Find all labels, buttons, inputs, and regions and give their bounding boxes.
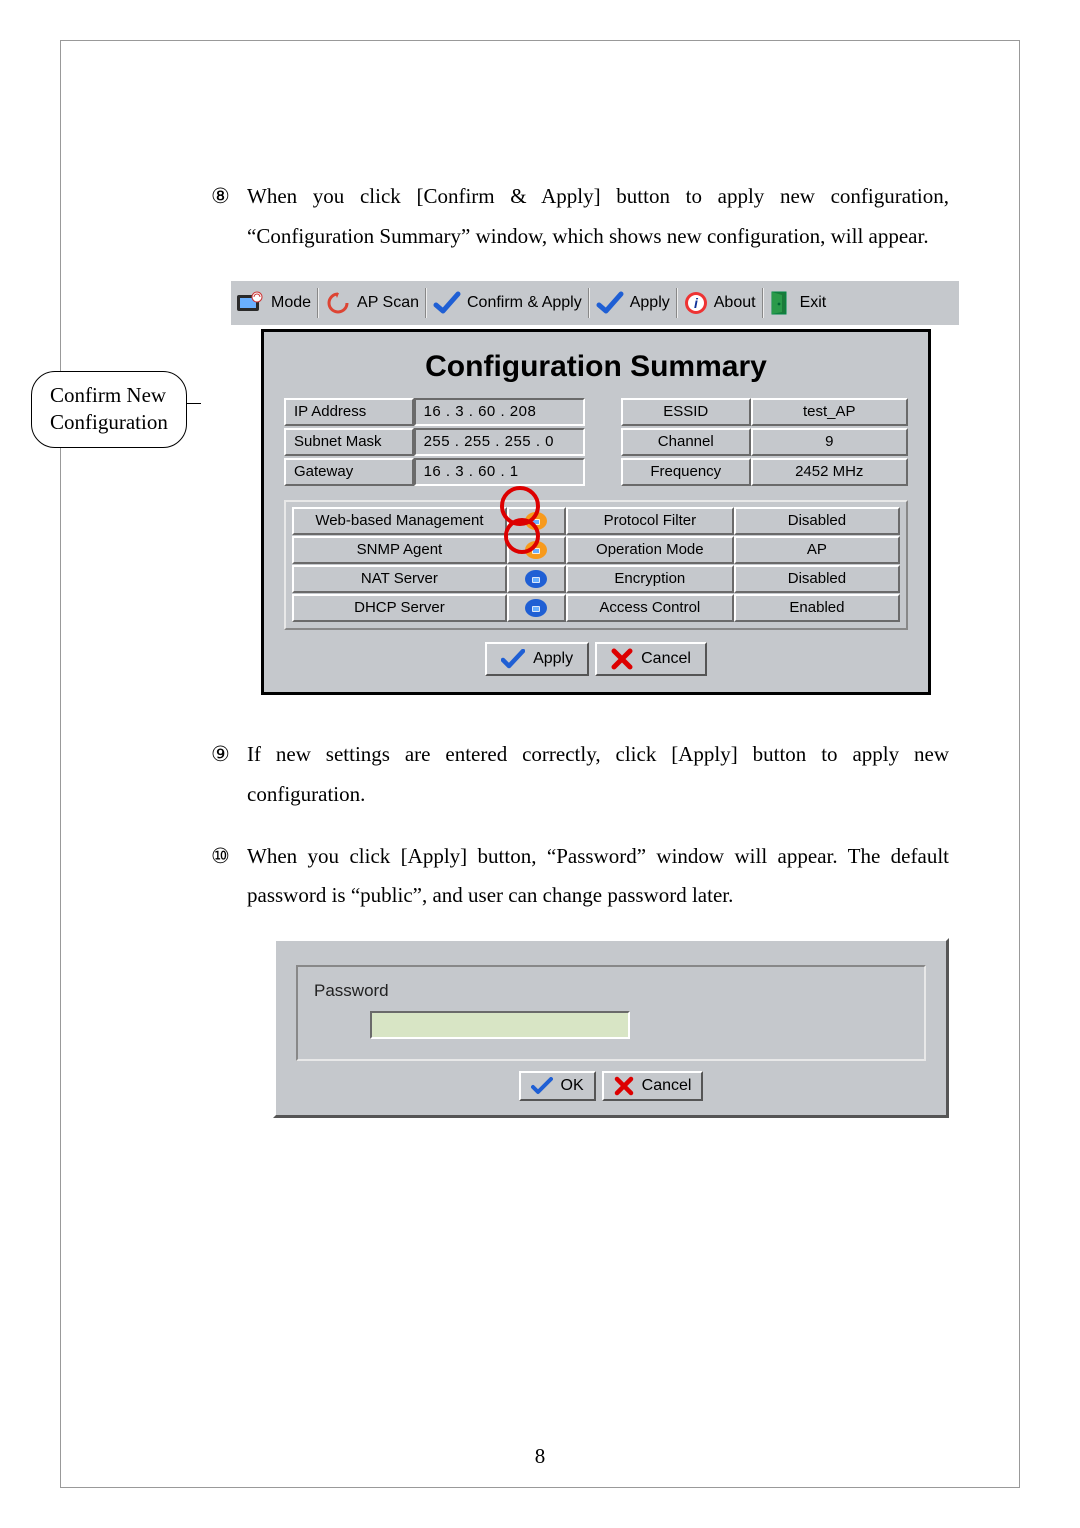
x-icon bbox=[614, 1076, 634, 1096]
configuration-summary-panel: Configuration Summary IP Address16 . 3 .… bbox=[261, 329, 931, 695]
field-value: 16 . 3 . 60 . 208 bbox=[414, 398, 585, 426]
step-9: ⑨ If new settings are entered correctly,… bbox=[211, 735, 949, 815]
password-label: Password bbox=[314, 981, 908, 1001]
field-label: Channel bbox=[621, 428, 751, 456]
app-toolbar: Mode AP Scan Confirm & Apply Apply i Abo… bbox=[231, 281, 959, 325]
field-value: 255 . 255 . 255 . 0 bbox=[414, 428, 585, 456]
step-10: ⑩ When you click [Apply] button, “Passwo… bbox=[211, 837, 949, 917]
step-8: ⑧ When you click [Confirm & Apply] butto… bbox=[211, 177, 949, 257]
callout-line2: Configuration bbox=[50, 409, 168, 436]
password-cancel-button[interactable]: Cancel bbox=[602, 1071, 704, 1101]
step-9-text: If new settings are entered correctly, c… bbox=[247, 735, 949, 815]
toolbar-mode-label[interactable]: Mode bbox=[271, 294, 311, 312]
step-9-marker: ⑨ bbox=[211, 735, 247, 815]
password-ok-label: OK bbox=[561, 1077, 584, 1095]
field-value: Disabled bbox=[734, 565, 900, 593]
toolbar-apscan-label[interactable]: AP Scan bbox=[357, 294, 419, 312]
check-icon bbox=[433, 291, 461, 315]
summary-row: IP Address16 . 3 . 60 . 208 ESSIDtest_AP bbox=[284, 398, 908, 426]
summary-apply-label: Apply bbox=[533, 650, 573, 668]
field-value: 16 . 3 . 60 . 1 bbox=[414, 458, 585, 486]
field-label: Encryption bbox=[566, 565, 734, 593]
callout-confirm-new-config: Confirm New Configuration bbox=[31, 371, 187, 448]
check-icon bbox=[501, 649, 525, 669]
summary-title: Configuration Summary bbox=[284, 350, 908, 384]
highlight-circle bbox=[504, 518, 540, 554]
toolbar-about-label[interactable]: About bbox=[714, 294, 756, 312]
field-label: SNMP Agent bbox=[292, 536, 507, 564]
check-icon bbox=[531, 1077, 553, 1095]
field-label: NAT Server bbox=[292, 565, 507, 593]
summary-group-2: Web-based ManagementProtocol FilterDisab… bbox=[284, 500, 908, 630]
field-label: Web-based Management bbox=[292, 507, 507, 535]
field-label: Operation Mode bbox=[566, 536, 734, 564]
field-label: Subnet Mask bbox=[284, 428, 414, 456]
password-input[interactable] bbox=[370, 1011, 630, 1039]
check-icon bbox=[596, 291, 624, 315]
password-cancel-label: Cancel bbox=[642, 1077, 692, 1095]
step-8-marker: ⑧ bbox=[211, 177, 247, 257]
summary-cancel-button[interactable]: Cancel bbox=[595, 642, 707, 676]
status-icon bbox=[507, 594, 566, 622]
field-value: test_AP bbox=[751, 398, 908, 426]
field-value: Disabled bbox=[734, 507, 900, 535]
exit-icon bbox=[770, 290, 794, 316]
field-value: 2452 MHz bbox=[751, 458, 908, 486]
callout-line1: Confirm New bbox=[50, 382, 168, 409]
field-label: IP Address bbox=[284, 398, 414, 426]
field-label: Frequency bbox=[621, 458, 751, 486]
summary-row: Subnet Mask255 . 255 . 255 . 0 Channel9 bbox=[284, 428, 908, 456]
summary-row: Web-based Management Protocol FilterDisab… bbox=[292, 507, 900, 535]
step-10-text: When you click [Apply] button, “Password… bbox=[247, 837, 949, 917]
refresh-icon[interactable] bbox=[325, 290, 351, 316]
field-value: 9 bbox=[751, 428, 908, 456]
summary-row: NAT Server EncryptionDisabled bbox=[292, 565, 900, 593]
password-panel: Password OK Cancel bbox=[273, 938, 949, 1118]
summary-row: Gateway16 . 3 . 60 . 1 Frequency2452 MHz bbox=[284, 458, 908, 486]
info-icon: i bbox=[684, 291, 708, 315]
toolbar-confirm-apply-label[interactable]: Confirm & Apply bbox=[467, 294, 582, 312]
step-8-text: When you click [Confirm & Apply] button … bbox=[247, 177, 949, 257]
x-icon bbox=[611, 648, 633, 670]
status-icon bbox=[507, 565, 566, 593]
toolbar-apply-label[interactable]: Apply bbox=[630, 294, 670, 312]
field-value: Enabled bbox=[734, 594, 900, 622]
password-ok-button[interactable]: OK bbox=[519, 1071, 596, 1101]
step-10-marker: ⑩ bbox=[211, 837, 247, 917]
password-inner: Password bbox=[296, 965, 926, 1061]
app-logo-icon bbox=[235, 289, 265, 317]
summary-row: SNMP Agent Operation ModeAP bbox=[292, 536, 900, 564]
field-label: Protocol Filter bbox=[566, 507, 734, 535]
password-buttons: OK Cancel bbox=[296, 1071, 926, 1101]
field-label: DHCP Server bbox=[292, 594, 507, 622]
summary-buttons: Apply Cancel bbox=[284, 642, 908, 676]
summary-cancel-label: Cancel bbox=[641, 650, 691, 668]
field-label: Gateway bbox=[284, 458, 414, 486]
page-border: ⑧ When you click [Confirm & Apply] butto… bbox=[60, 40, 1020, 1488]
toolbar-exit-label[interactable]: Exit bbox=[800, 294, 827, 312]
field-label: ESSID bbox=[621, 398, 751, 426]
summary-row: DHCP Server Access ControlEnabled bbox=[292, 594, 900, 622]
field-label: Access Control bbox=[566, 594, 734, 622]
field-value: AP bbox=[734, 536, 900, 564]
page-number: 8 bbox=[61, 1444, 1019, 1469]
summary-apply-button[interactable]: Apply bbox=[485, 642, 589, 676]
